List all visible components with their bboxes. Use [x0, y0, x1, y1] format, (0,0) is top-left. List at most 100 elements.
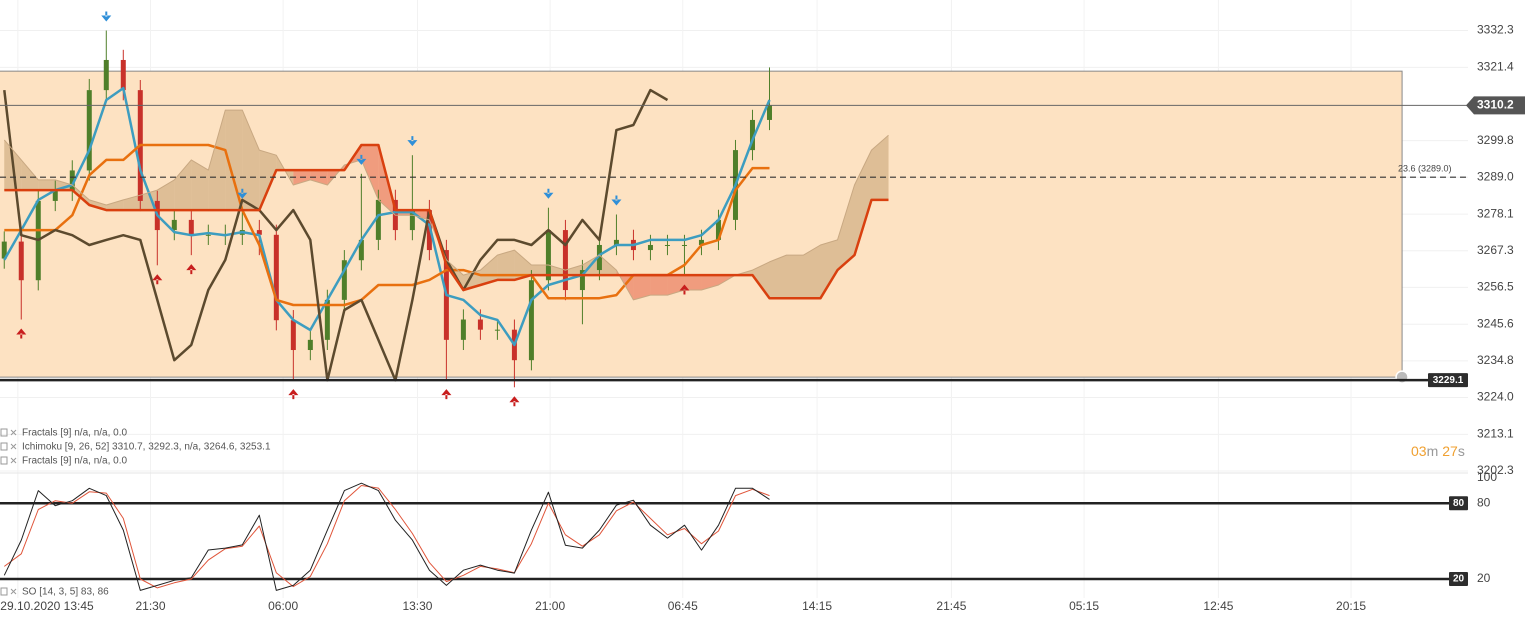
x-tick-label: 21:00	[535, 599, 565, 613]
fractal-up	[288, 389, 299, 400]
fib-label: 23.6 (3289.0)	[1398, 164, 1452, 174]
indicator-line	[4, 143, 889, 300]
legend-icons	[0, 428, 17, 596]
x-tick-label: 12:45	[1203, 599, 1233, 613]
cloud-segment	[548, 264, 566, 276]
indicator-line	[3, 86, 771, 347]
level-label: 20	[1453, 574, 1465, 585]
level-label-box	[1428, 373, 1468, 388]
cloud-segment	[820, 239, 838, 299]
cloud-segment	[106, 199, 124, 211]
countdown-unit: s	[1458, 443, 1465, 459]
cloud-segment	[684, 275, 702, 291]
cloud-segment	[191, 159, 209, 211]
candle-body	[256, 230, 262, 235]
candle-body	[52, 190, 58, 201]
candle-body	[613, 239, 619, 245]
y-tick-label: 3299.8	[1477, 133, 1514, 147]
x-tick-label: 06:00	[268, 599, 298, 613]
fractal-up	[152, 274, 163, 285]
cloud-segment	[242, 110, 260, 211]
cloud-segment	[259, 150, 277, 211]
overlay-layer: 3332.3 3321.4 3299.8 3289.0 3278.1 3267.3 3256…	[0, 11, 1525, 613]
candle-body	[120, 59, 126, 91]
fractal-up	[186, 264, 197, 275]
x-tick-label: 29.10.2020 13:45	[0, 599, 94, 613]
drawn-rectangle	[0, 70, 1403, 378]
indicator-line	[3, 88, 669, 382]
cloud-segment	[565, 264, 583, 276]
candle-body	[528, 280, 534, 361]
candle-body	[188, 219, 194, 235]
x-tick-label: 20:15	[1336, 599, 1366, 613]
fractal-up	[16, 328, 27, 339]
candle-body	[715, 219, 721, 240]
cloud-segment	[803, 244, 821, 299]
y-tick-label: 3213.1	[1477, 427, 1514, 441]
indicator-line	[3, 109, 889, 301]
candle-body	[647, 244, 653, 251]
cloud-segment	[514, 250, 532, 280]
cloud-segment	[701, 275, 719, 291]
candle-body	[69, 170, 75, 191]
candle-body	[409, 210, 415, 231]
candle-body	[205, 234, 211, 236]
y-tick-label: 3289.0	[1477, 169, 1514, 183]
candle-body	[681, 244, 687, 246]
y-tick-label: 3267.3	[1477, 243, 1514, 257]
cloud-segment	[531, 264, 549, 276]
candle-body	[766, 105, 772, 120]
candle-body	[698, 239, 704, 245]
cloud-segment	[208, 110, 226, 211]
countdown-seconds: 27	[1442, 443, 1458, 459]
level-label: 3229.1	[1433, 375, 1464, 386]
candle-body	[324, 299, 330, 340]
countdown: 03m 27s	[1411, 443, 1465, 459]
candle-body	[341, 260, 347, 300]
cloud-segment	[157, 179, 175, 211]
fractal-down	[356, 154, 367, 165]
y-tick-label: 3278.1	[1477, 206, 1514, 220]
y-tick-label: 3202.3	[1477, 463, 1514, 477]
candle-body	[596, 244, 602, 271]
x-tick-label: 21:30	[135, 599, 165, 613]
cloud-segment	[497, 250, 515, 280]
cloud-segment	[174, 159, 192, 211]
y-tick-label: 20	[1477, 571, 1491, 585]
candle-body	[664, 244, 670, 246]
fractal-up	[441, 389, 452, 400]
candle-body	[290, 320, 296, 351]
fractal-down	[543, 188, 554, 199]
cloud-segment	[38, 179, 56, 191]
cloud-segment	[412, 210, 430, 220]
fractal-down	[407, 136, 418, 147]
candle-body	[579, 270, 585, 291]
cloud-segment	[871, 135, 889, 200]
cloud-segment	[599, 255, 617, 276]
legend-text: Fractals [9] n/a, n/a, 0.0	[22, 456, 127, 467]
fractal-down	[237, 188, 248, 199]
y-tick-label: 3256.5	[1477, 280, 1514, 294]
cloud-segment	[786, 255, 804, 299]
candle-body	[86, 90, 92, 171]
candle-body	[375, 199, 381, 240]
x-tick-label: 06:45	[668, 599, 698, 613]
y-tick-label: 3234.8	[1477, 353, 1514, 367]
candle-body	[1, 241, 7, 259]
legend-text: Ichimoku [9, 26, 52] 3310.7, 3292.3, n/a…	[22, 442, 271, 453]
y-tick-label: 3245.6	[1477, 316, 1514, 330]
fractal-down	[611, 195, 622, 206]
candle-body	[358, 239, 364, 261]
x-tick-label: 13:30	[402, 599, 432, 613]
last-price-box	[1466, 96, 1525, 115]
cloud-segment	[769, 255, 787, 299]
y-tick-label: 80	[1477, 495, 1491, 509]
cloud-segment	[310, 170, 328, 186]
cloud-segment	[21, 159, 39, 191]
cloud-segment	[225, 110, 243, 211]
candle-body	[477, 319, 483, 330]
cloud-segment	[361, 145, 379, 200]
cloud-segment	[752, 261, 770, 299]
